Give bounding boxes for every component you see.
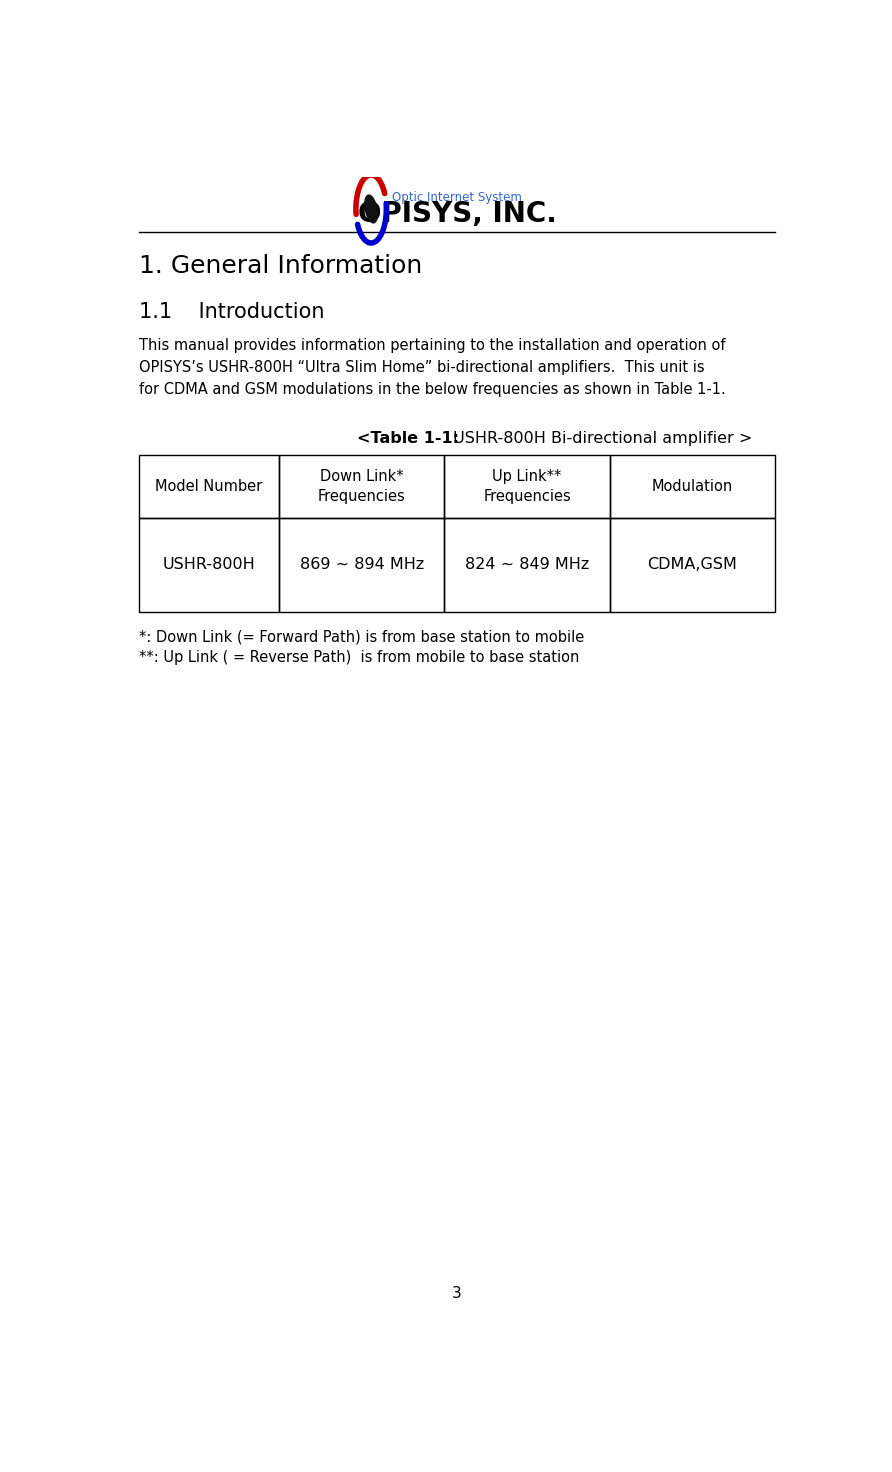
Bar — [444, 518, 610, 612]
Text: Model Number: Model Number — [155, 480, 263, 495]
Text: CDMA,GSM: CDMA,GSM — [648, 558, 738, 573]
Bar — [610, 518, 775, 612]
Text: 1. General Information: 1. General Information — [139, 253, 423, 278]
Text: <Table 1-1:: <Table 1-1: — [357, 431, 458, 446]
Bar — [139, 518, 279, 612]
Text: Down Link*
Frequencies: Down Link* Frequencies — [318, 470, 406, 503]
Bar — [279, 455, 444, 518]
Text: *: Down Link (= Forward Path) is from base station to mobile: *: Down Link (= Forward Path) is from ba… — [139, 630, 584, 645]
Text: **: Up Link ( = Reverse Path)  is from mobile to base station: **: Up Link ( = Reverse Path) is from mo… — [139, 651, 580, 665]
Text: Up Link**
Frequencies: Up Link** Frequencies — [483, 470, 571, 503]
Text: 824 ~ 849 MHz: 824 ~ 849 MHz — [465, 558, 590, 573]
Bar — [610, 455, 775, 518]
Bar — [444, 455, 610, 518]
Text: Modulation: Modulation — [652, 480, 733, 495]
Text: 3: 3 — [452, 1285, 462, 1301]
Text: Optic Internet System: Optic Internet System — [392, 190, 522, 203]
Text: USHR-800H Bi-directional amplifier >: USHR-800H Bi-directional amplifier > — [448, 431, 753, 446]
Ellipse shape — [365, 196, 377, 222]
Bar — [139, 455, 279, 518]
Bar — [279, 518, 444, 612]
Text: USHR-800H: USHR-800H — [162, 558, 255, 573]
Text: 1.1    Introduction: 1.1 Introduction — [139, 302, 325, 322]
Text: OPISYS, INC.: OPISYS, INC. — [358, 200, 557, 228]
Text: This manual provides information pertaining to the installation and operation of: This manual provides information pertain… — [139, 339, 726, 396]
Text: 869 ~ 894 MHz: 869 ~ 894 MHz — [300, 558, 424, 573]
